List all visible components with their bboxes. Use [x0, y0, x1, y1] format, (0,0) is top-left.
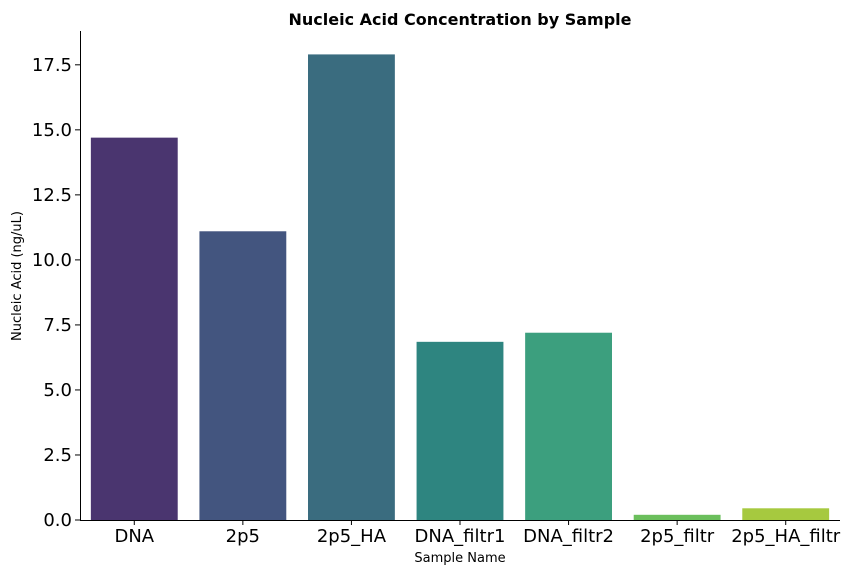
bar-2p5 — [199, 231, 287, 520]
y-tick-label: 12.5 — [32, 185, 72, 206]
x-tick-label: 2p5_HA_filtr — [731, 526, 841, 547]
y-tick-label: 7.5 — [43, 315, 72, 336]
x-axis: DNA 2p5 2p5_HA DNA_filtr1 DNA_filtr2 2p5_filt… — [114, 520, 841, 547]
bar-dna — [90, 137, 178, 520]
y-tick-label: 17.5 — [32, 55, 72, 76]
y-tick-label: 0.0 — [43, 510, 72, 531]
bar-2p5-ha — [308, 54, 395, 520]
x-tick-label: 2p5 — [226, 526, 260, 547]
x-tick-label: DNA_filtr2 — [523, 526, 614, 547]
y-tick-label: 5.0 — [43, 380, 72, 401]
y-tick-label: 2.5 — [43, 445, 72, 466]
bars-group — [90, 54, 830, 520]
x-tick-label: 2p5_HA — [317, 526, 387, 547]
chart-title: Nucleic Acid Concentration by Sample — [288, 10, 631, 29]
y-axis: 0.0 2.5 5.0 7.5 10.0 12.5 15.0 17.5 — [32, 55, 80, 531]
bar-dna-filtr2 — [525, 332, 612, 520]
bar-2p5-filtr — [633, 514, 721, 520]
x-tick-label: 2p5_filtr — [640, 526, 715, 547]
x-tick-label: DNA — [114, 526, 154, 547]
bar-2p5-ha-filtr — [742, 508, 830, 520]
x-axis-label: Sample Name — [414, 551, 505, 566]
y-tick-label: 15.0 — [32, 120, 72, 141]
bar-dna-filtr1 — [416, 341, 504, 520]
x-tick-label: DNA_filtr1 — [415, 526, 506, 547]
y-tick-label: 10.0 — [32, 250, 72, 271]
y-axis-label: Nucleic Acid (ng/uL) — [10, 211, 25, 341]
